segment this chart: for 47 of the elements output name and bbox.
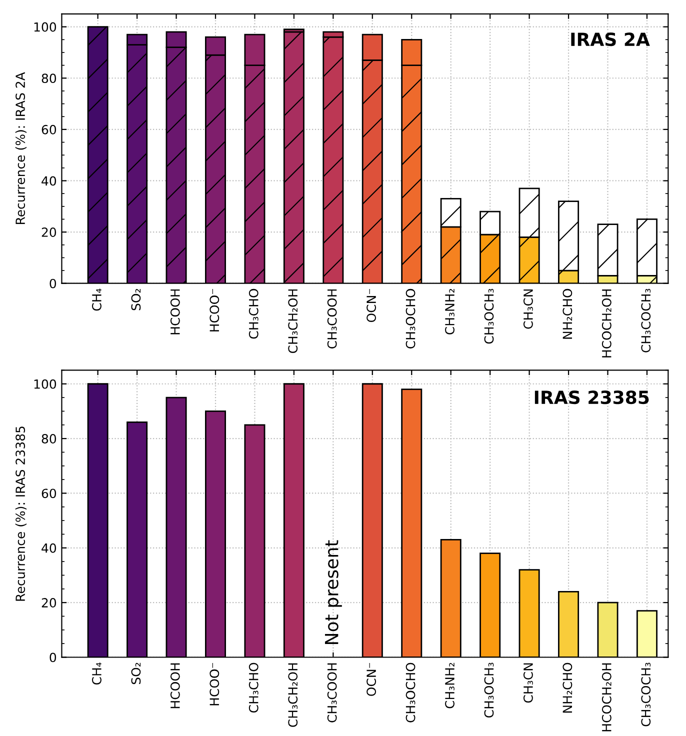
x-tick-label: CH₃CN [523, 663, 533, 703]
x-tick-label: HCOOH [170, 663, 180, 708]
x-tick-label: OCN⁻ [366, 662, 376, 696]
x-tick-label: CH₄ [92, 662, 102, 685]
x-tick-label: CH₃COOH [327, 289, 337, 348]
y-tick-label: 100 [34, 22, 56, 32]
x-tick-label: OCN⁻ [366, 289, 376, 322]
x-tick-label: CH₃COOH [327, 663, 337, 722]
y-tick-label: 40 [42, 176, 56, 186]
x-tick-label: CH₃CHO [248, 662, 258, 713]
x-tick-label: CH₃OCHO [406, 662, 416, 722]
y-tick-label: 20 [42, 598, 56, 608]
text: IRAS 2A [571, 32, 650, 46]
y-tick-label: 0 [50, 652, 56, 662]
annotation: Not present [325, 540, 342, 644]
y-tick-label: 80 [42, 434, 56, 444]
x-tick-label: CH₃CH₂OH [288, 663, 298, 727]
x-tick-label: HCOO⁻ [210, 662, 220, 706]
y-axis-title: Recurrence (%): IRAS 2A [15, 72, 27, 224]
x-tick-label: CH₄ [92, 288, 102, 311]
x-tick-label: CH₃OCH₃ [484, 288, 494, 344]
x-tick-label: CH₃CH₂OH [288, 289, 298, 354]
x-tick-label: HCOO⁻ [210, 289, 220, 332]
x-tick-label: CH₃NH₂ [445, 662, 454, 708]
x-tick-label: NH₂CHO [562, 288, 572, 339]
x-tick-label: CH₃CHO [248, 288, 258, 339]
x-tick-label: CH₃CN [523, 289, 533, 329]
x-tick-label: NH₂CHO [562, 662, 572, 713]
x-tick-label: CH₃COCH₃ [641, 662, 651, 726]
y-tick-label: 60 [42, 488, 56, 498]
text: IRAS 23385 [534, 390, 649, 404]
y-tick-label: 60 [42, 124, 56, 134]
x-tick-label: CH₃OCHO [406, 288, 416, 348]
x-tick-label: CH₃OCH₃ [484, 662, 494, 718]
x-tick-label: HCOCH₂OH [602, 663, 612, 732]
y-tick-label: 40 [42, 543, 56, 553]
y-axis-title: Recurrence (%): IRAS 23385 [15, 426, 27, 601]
y-tick-label: 0 [50, 278, 56, 288]
x-tick-label: HCOCH₂OH [602, 289, 612, 358]
x-tick-label: HCOOH [170, 289, 180, 334]
y-tick-label: 80 [42, 74, 56, 84]
x-tick-label: SO₂ [131, 662, 141, 684]
y-tick-label: 100 [34, 379, 56, 389]
x-tick-label: CH₃COCH₃ [641, 288, 651, 352]
x-tick-label: SO₂ [131, 289, 141, 310]
y-tick-label: 20 [42, 228, 56, 237]
x-tick-label: CH₃NH₂ [445, 289, 454, 334]
